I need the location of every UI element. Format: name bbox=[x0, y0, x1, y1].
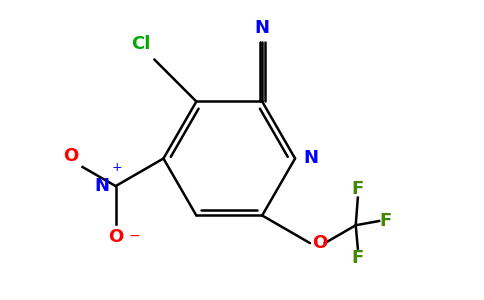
Text: O: O bbox=[108, 228, 123, 246]
Text: Cl: Cl bbox=[131, 35, 150, 53]
Text: +: + bbox=[111, 161, 122, 174]
Text: −: − bbox=[128, 229, 140, 243]
Text: N: N bbox=[94, 177, 109, 195]
Text: F: F bbox=[379, 212, 392, 230]
Text: O: O bbox=[63, 147, 78, 165]
Text: N: N bbox=[303, 149, 318, 167]
Text: N: N bbox=[255, 19, 270, 37]
Text: F: F bbox=[352, 249, 364, 267]
Text: F: F bbox=[352, 180, 364, 198]
Text: O: O bbox=[312, 234, 327, 252]
